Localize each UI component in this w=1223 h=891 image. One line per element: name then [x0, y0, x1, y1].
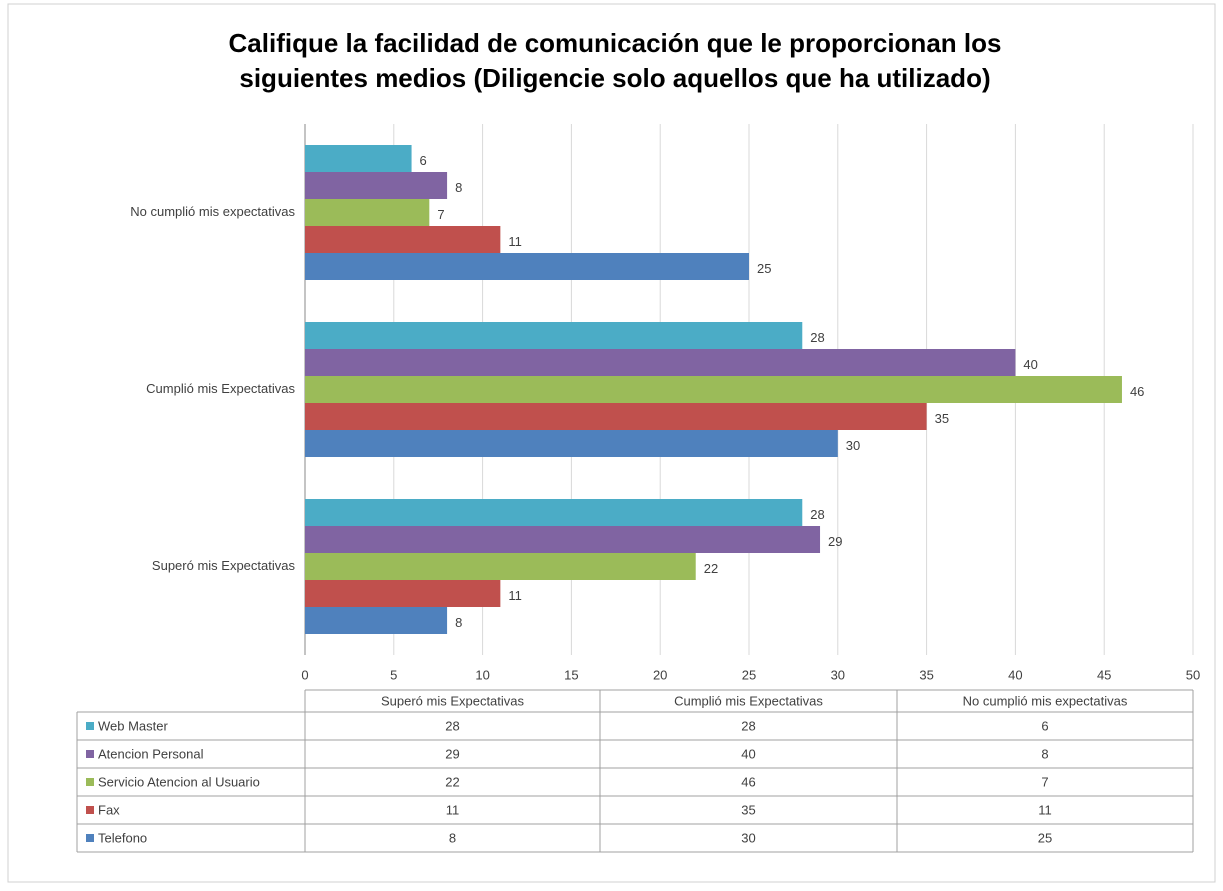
- table-header: No cumplió mis expectativas: [963, 693, 1128, 708]
- bar: [305, 499, 803, 526]
- x-tick-label: 0: [301, 667, 308, 682]
- x-tick-label: 10: [475, 667, 489, 682]
- x-tick-label: 40: [1008, 667, 1022, 682]
- table-cell: 28: [445, 718, 459, 733]
- bar: [305, 376, 1122, 403]
- table-cell: 29: [445, 746, 459, 761]
- bar: [305, 553, 696, 580]
- table-cell: 28: [741, 718, 755, 733]
- table-cell: 11: [1038, 802, 1052, 817]
- table-cell: 6: [1041, 718, 1048, 733]
- bar: [305, 253, 749, 280]
- bar: [305, 226, 501, 253]
- bar: [305, 430, 838, 457]
- data-label: 28: [810, 330, 824, 345]
- bar: [305, 172, 448, 199]
- data-label: 29: [828, 534, 842, 549]
- x-tick-label: 30: [831, 667, 845, 682]
- legend-label: Atencion Personal: [98, 746, 204, 761]
- x-tick-label: 5: [390, 667, 397, 682]
- bar: [305, 145, 412, 172]
- bar: [305, 580, 501, 607]
- legend-label: Web Master: [98, 718, 169, 733]
- x-tick-label: 45: [1097, 667, 1111, 682]
- table-cell: 30: [741, 830, 755, 845]
- legend-key: [86, 834, 94, 842]
- bar: [305, 526, 821, 553]
- legend-key: [86, 750, 94, 758]
- x-tick-label: 20: [653, 667, 667, 682]
- table-header: Cumplió mis Expectativas: [674, 693, 823, 708]
- data-label: 22: [704, 561, 718, 576]
- bar: [305, 349, 1016, 376]
- chart-title: Califique la facilidad de comunicación q…: [229, 28, 1002, 58]
- data-label: 30: [846, 438, 860, 453]
- data-label: 25: [757, 261, 771, 276]
- legend-label: Servicio Atencion al Usuario: [98, 774, 260, 789]
- bar: [305, 322, 803, 349]
- table-cell: 7: [1041, 774, 1048, 789]
- legend-label: Telefono: [98, 830, 147, 845]
- y-tick-label: Cumplió mis Expectativas: [146, 381, 295, 396]
- x-tick-label: 50: [1186, 667, 1200, 682]
- legend-key: [86, 778, 94, 786]
- data-label: 7: [437, 207, 444, 222]
- x-tick-label: 25: [742, 667, 756, 682]
- table-cell: 46: [741, 774, 755, 789]
- data-label: 40: [1023, 357, 1037, 372]
- data-label: 28: [810, 507, 824, 522]
- table-header: Superó mis Expectativas: [381, 693, 525, 708]
- chart-title: siguientes medios (Diligencie solo aquel…: [239, 63, 990, 93]
- table-cell: 22: [445, 774, 459, 789]
- data-label: 35: [935, 411, 949, 426]
- y-tick-label: No cumplió mis expectativas: [130, 204, 295, 219]
- data-label: 8: [455, 615, 462, 630]
- data-label: 11: [508, 588, 522, 603]
- x-tick-label: 35: [919, 667, 933, 682]
- data-label: 46: [1130, 384, 1144, 399]
- data-label: 11: [508, 234, 522, 249]
- table-cell: 8: [1041, 746, 1048, 761]
- bar: [305, 607, 448, 634]
- table-cell: 8: [449, 830, 456, 845]
- legend-label: Fax: [98, 802, 120, 817]
- bar: [305, 403, 927, 430]
- x-tick-label: 15: [564, 667, 578, 682]
- y-tick-label: Superó mis Expectativas: [152, 558, 296, 573]
- data-label: 6: [420, 153, 427, 168]
- data-label: 8: [455, 180, 462, 195]
- table-cell: 35: [741, 802, 755, 817]
- table-cell: 25: [1038, 830, 1052, 845]
- legend-key: [86, 722, 94, 730]
- table-cell: 11: [446, 802, 460, 817]
- bar: [305, 199, 430, 226]
- table-cell: 40: [741, 746, 755, 761]
- legend-key: [86, 806, 94, 814]
